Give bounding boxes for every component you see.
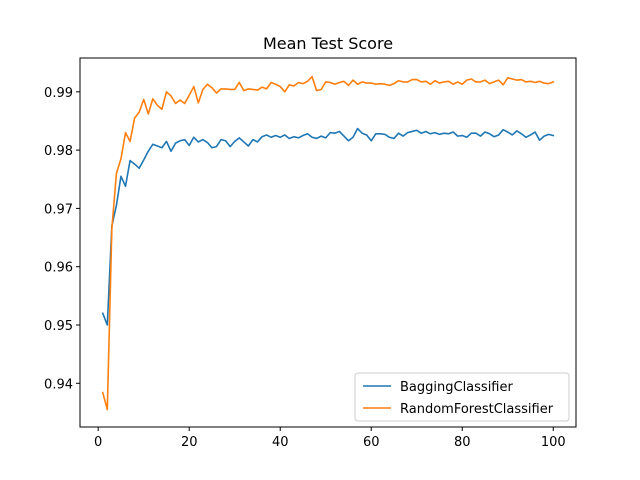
x-tick-label: 60 bbox=[363, 435, 380, 450]
x-axis: 0 20 40 60 80 100 bbox=[94, 427, 566, 450]
y-tick-label: 0.98 bbox=[44, 144, 73, 159]
chart-title: Mean Test Score bbox=[263, 34, 393, 53]
y-tick-label: 0.94 bbox=[44, 377, 73, 392]
x-tick-label: 100 bbox=[541, 435, 566, 450]
y-tick-label: 0.97 bbox=[44, 202, 73, 217]
x-tick-label: 40 bbox=[272, 435, 289, 450]
series-line-1 bbox=[101, 75, 555, 411]
y-tick-label: 0.96 bbox=[44, 261, 73, 276]
legend-label-0: BaggingClassifier bbox=[400, 380, 513, 395]
legend: BaggingClassifier RandomForestClassifier bbox=[354, 372, 570, 422]
legend-box bbox=[354, 372, 570, 422]
series-layer bbox=[101, 75, 555, 411]
y-tick-label: 0.99 bbox=[44, 86, 73, 101]
series-line-0 bbox=[101, 127, 555, 326]
y-axis: 0.94 0.95 0.96 0.97 0.98 0.99 bbox=[44, 86, 80, 392]
y-tick-label: 0.95 bbox=[44, 319, 73, 334]
x-tick-label: 20 bbox=[181, 435, 198, 450]
x-tick-label: 80 bbox=[454, 435, 471, 450]
plot-frame bbox=[79, 57, 577, 428]
legend-label-1: RandomForestClassifier bbox=[400, 402, 554, 417]
x-tick-label: 0 bbox=[94, 435, 102, 450]
